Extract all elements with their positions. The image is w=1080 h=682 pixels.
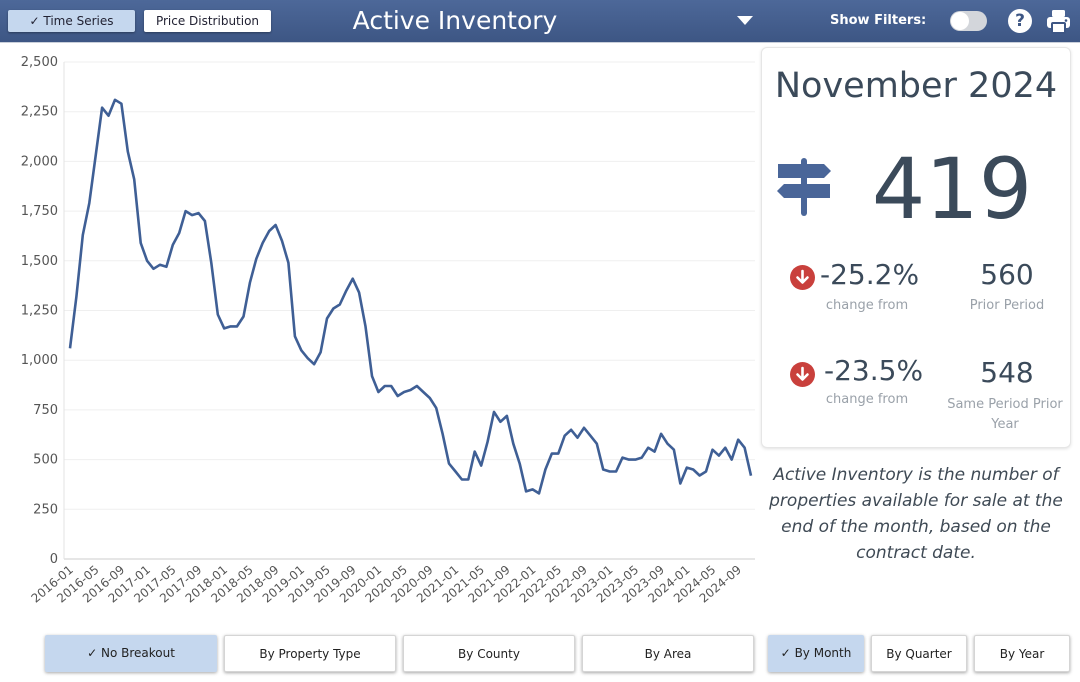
y-tick-label: 250 [33, 502, 58, 517]
down-arrow-icon [790, 362, 815, 387]
current-value: 419 [871, 140, 1033, 238]
by-month-button[interactable]: ✓ By Month [768, 635, 864, 672]
x-axis: 2016-012016-052016-092017-012017-052017-… [29, 563, 745, 606]
prior-period-label: Prior Period [969, 298, 1045, 313]
y-tick-label: 2,500 [21, 55, 58, 70]
prior-period-change: -25.2% [820, 258, 920, 291]
tab-time-series[interactable]: ✓ Time Series [8, 10, 135, 32]
page-title: Active Inventory [352, 6, 558, 35]
tab-price-distribution[interactable]: Price Distribution [144, 10, 271, 32]
show-filters-label: Show Filters: [830, 13, 927, 28]
prior-year-change: -23.5% [824, 354, 924, 387]
chart-svg: 0 250 500 750 1,000 1,250 1,500 1,750 2,000 2,250… [21, 55, 755, 606]
by-county-button[interactable]: By County [403, 635, 575, 672]
y-tick-label: 2,000 [21, 154, 58, 169]
by-quarter-button[interactable]: By Quarter [871, 635, 967, 672]
prior-year-value: 548 [980, 356, 1034, 389]
y-tick-label: 2,250 [21, 105, 58, 120]
check-icon: ✓ [780, 646, 791, 660]
y-tick-label: 0 [50, 552, 58, 567]
printer-icon[interactable] [1045, 8, 1072, 35]
by-area-button[interactable]: By Area [582, 635, 754, 672]
y-tick-label: 1,250 [21, 304, 58, 319]
top-bar: ✓ Time Series Price Distribution Active … [0, 0, 1080, 43]
prior-period-value: 560 [980, 258, 1034, 291]
tab-price-distribution-label: Price Distribution [155, 14, 260, 28]
tab-time-series-label: Time Series [43, 14, 114, 28]
by-quarter-label: By Quarter [886, 647, 952, 661]
by-property-type-button[interactable]: By Property Type [224, 635, 396, 672]
prior-year-change-label: change from [825, 392, 909, 407]
toggle-knob [951, 12, 969, 30]
y-tick-label: 1,000 [21, 353, 58, 368]
y-tick-label: 500 [33, 453, 58, 468]
line-chart: 0 250 500 750 1,000 1,250 1,500 1,750 2,000 2,250… [0, 42, 760, 622]
no-breakout-button[interactable]: ✓ No Breakout [45, 635, 217, 672]
by-county-label: By County [458, 647, 520, 661]
check-icon: ✓ [29, 14, 40, 28]
by-area-label: By Area [644, 647, 692, 661]
y-axis: 0 250 500 750 1,000 1,250 1,500 1,750 2,000 2,250… [21, 55, 58, 567]
y-tick-label: 1,750 [21, 204, 58, 219]
by-year-button[interactable]: By Year [974, 635, 1070, 672]
chevron-down-icon[interactable] [737, 16, 753, 25]
by-property-type-label: By Property Type [259, 647, 361, 661]
help-icon[interactable]: ? [1008, 9, 1032, 33]
prior-period-change-label: change from [825, 298, 909, 313]
series-line [68, 98, 753, 495]
y-tick-label: 1,500 [21, 254, 58, 269]
check-icon: ✓ [87, 646, 98, 660]
show-filters-toggle[interactable] [950, 11, 987, 31]
signpost-icon [777, 158, 831, 216]
down-arrow-icon [790, 265, 815, 290]
y-tick-label: 750 [33, 403, 58, 418]
metric-description: Active Inventory is the number of proper… [769, 465, 1063, 563]
grid-lines [63, 61, 755, 560]
no-breakout-label: No Breakout [100, 646, 175, 660]
summary-card: November 2024 419 -25.2% change from 560… [761, 47, 1071, 448]
period-label: November 2024 [774, 66, 1058, 106]
prior-year-label: Same Period Prior Year [947, 397, 1063, 432]
by-month-label: By Month [794, 646, 852, 660]
by-year-label: By Year [999, 647, 1045, 661]
